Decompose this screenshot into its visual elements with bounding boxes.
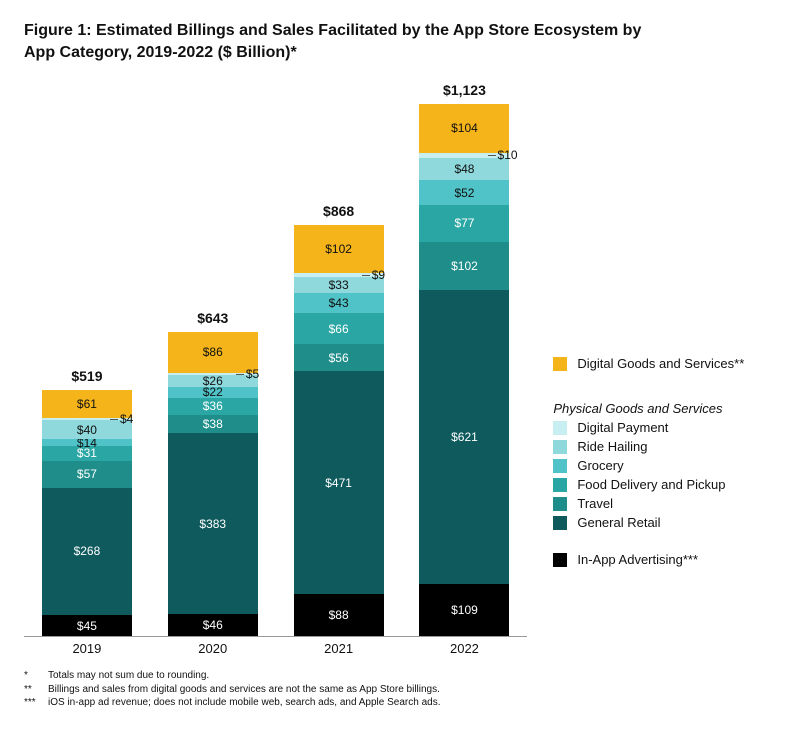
legend-swatch [553, 440, 567, 454]
legend-swatch [553, 478, 567, 492]
callout-digital_payment: $5 [246, 367, 259, 381]
x-tick-label: 2020 [150, 641, 276, 661]
segment-grocery: $14 [42, 439, 132, 446]
x-axis-labels: 2019202020212022 [24, 641, 527, 661]
segment-food_delivery: $31 [42, 446, 132, 461]
legend-item-food_delivery: Food Delivery and Pickup [553, 477, 776, 492]
segment-grocery: $22 [168, 387, 258, 397]
segment-in_app_ads: $46 [168, 614, 258, 636]
callout-digital_payment: $9 [372, 268, 385, 282]
plot-row: $45$268$57$31$14$40$61$519$4$46$383$38$3… [24, 81, 776, 661]
segment-grocery: $43 [294, 293, 384, 313]
legend-item-general_retail: General Retail [553, 515, 776, 530]
bar-2022: $109$621$102$77$52$48$104$1,123$10 [402, 104, 528, 637]
legend-swatch [553, 497, 567, 511]
legend: Digital Goods and Services** Physical Goo… [527, 352, 776, 661]
legend-label: Travel [577, 496, 613, 511]
bar-total: $643 [168, 310, 258, 326]
segment-travel: $57 [42, 461, 132, 488]
legend-group-header: Physical Goods and Services [553, 401, 776, 416]
segment-digital_goods: $102 [294, 225, 384, 273]
segment-travel: $56 [294, 344, 384, 371]
segment-digital_goods: $86 [168, 332, 258, 373]
bar-total: $868 [294, 203, 384, 219]
segment-ride_hailing: $48 [419, 158, 509, 181]
segment-digital_goods: $61 [42, 390, 132, 419]
segment-in_app_ads: $88 [294, 594, 384, 636]
segment-ride_hailing: $40 [42, 420, 132, 439]
stacked-bar-chart: $45$268$57$31$14$40$61$519$4$46$383$38$3… [24, 81, 527, 661]
bar-2021: $88$471$56$66$43$33$102$868$9 [276, 225, 402, 637]
legend-item-travel: Travel [553, 496, 776, 511]
legend-swatch [553, 357, 567, 371]
legend-label: In-App Advertising*** [577, 552, 698, 567]
segment-food_delivery: $66 [294, 313, 384, 344]
segment-in_app_ads: $45 [42, 615, 132, 636]
segment-general_retail: $621 [419, 290, 509, 585]
segment-digital_payment [419, 153, 509, 158]
legend-item-in_app_ads: In-App Advertising*** [553, 552, 776, 567]
x-tick-label: 2021 [276, 641, 402, 661]
segment-general_retail: $383 [168, 433, 258, 615]
callout-digital_payment: $10 [498, 148, 518, 162]
figure-container: Figure 1: Estimated Billings and Sales F… [0, 0, 800, 740]
x-tick-label: 2019 [24, 641, 150, 661]
legend-label: General Retail [577, 515, 660, 530]
legend-swatch [553, 516, 567, 530]
segment-ride_hailing: $26 [168, 375, 258, 387]
segment-food_delivery: $36 [168, 398, 258, 415]
x-tick-label: 2022 [402, 641, 528, 661]
segment-grocery: $52 [419, 180, 509, 205]
segment-in_app_ads: $109 [419, 584, 509, 636]
x-axis-line [24, 636, 527, 637]
segment-travel: $102 [419, 242, 509, 290]
segment-digital_payment [168, 373, 258, 375]
legend-swatch [553, 459, 567, 473]
bar-2019: $45$268$57$31$14$40$61$519$4 [24, 390, 150, 637]
segment-digital_payment [42, 418, 132, 420]
segment-ride_hailing: $33 [294, 277, 384, 293]
legend-swatch [553, 553, 567, 567]
segment-digital_goods: $104 [419, 104, 509, 153]
segment-digital_payment [294, 273, 384, 277]
legend-label: Digital Goods and Services** [577, 356, 744, 371]
segment-general_retail: $268 [42, 488, 132, 615]
segment-food_delivery: $77 [419, 205, 509, 242]
footnote-2: **Billings and sales from digital goods … [24, 683, 776, 697]
legend-swatch [553, 421, 567, 435]
figure-title: Figure 1: Estimated Billings and Sales F… [24, 20, 664, 63]
legend-item-ride_hailing: Ride Hailing [553, 439, 776, 454]
footnotes: *Totals may not sum due to rounding.**Bi… [24, 669, 776, 710]
segment-general_retail: $471 [294, 371, 384, 594]
footnote-1: *Totals may not sum due to rounding. [24, 669, 776, 683]
bar-total: $1,123 [419, 82, 509, 98]
legend-item-digital_payment: Digital Payment [553, 420, 776, 435]
callout-digital_payment: $4 [120, 412, 133, 426]
legend-label: Ride Hailing [577, 439, 647, 454]
segment-travel: $38 [168, 415, 258, 433]
bar-2020: $46$383$38$36$22$26$86$643$5 [150, 332, 276, 636]
legend-item-digital_goods: Digital Goods and Services** [553, 356, 776, 371]
legend-label: Food Delivery and Pickup [577, 477, 725, 492]
legend-label: Digital Payment [577, 420, 668, 435]
footnote-3: ***iOS in-app ad revenue; does not inclu… [24, 696, 776, 710]
bar-total: $519 [42, 368, 132, 384]
legend-label: Grocery [577, 458, 623, 473]
legend-item-grocery: Grocery [553, 458, 776, 473]
